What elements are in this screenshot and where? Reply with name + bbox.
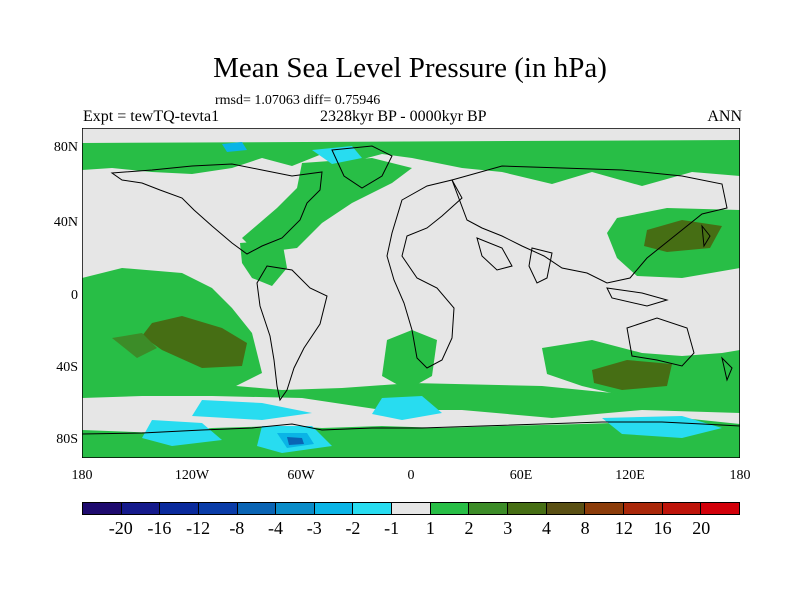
colorbar-swatch [121,503,161,514]
lat-label-0: 0 [71,288,78,303]
colorbar-label: 20 [692,518,711,538]
colorbar-swatch [83,503,122,514]
lon-label-180w: 180 [71,468,93,483]
lat-label-40n: 40N [53,215,78,230]
pressure-difference-map [82,128,740,458]
colorbar-swatch [198,503,238,514]
time-range-label: 2328kyr BP - 0000kyr BP [320,108,487,125]
lon-label-0: 0 [407,468,415,483]
colorbar-swatch [585,503,624,514]
colorbar [82,502,740,515]
rmsd-diff-stats: rmsd= 1.07063 diff= 0.75946 [215,93,381,108]
colorbar-swatch [314,503,354,514]
colorbar-label: 2 [464,518,474,538]
colorbar-label: -3 [306,518,322,538]
colorbar-swatch [701,503,739,514]
colorbar-label: -8 [229,518,245,538]
lon-label-60w: 60W [287,468,315,483]
colorbar-swatch [546,503,586,514]
colorbar-label: 1 [425,518,435,538]
lat-label-40s: 40S [56,360,78,375]
colorbar-label: 8 [580,518,590,538]
colorbar-swatch [623,503,663,514]
colorbar-swatch [237,503,277,514]
lon-label-120w: 120W [174,468,210,483]
season-label: ANN [707,108,742,125]
colorbar-label: -16 [147,518,172,538]
colorbar-label: 16 [653,518,672,538]
lon-label-180e: 180 [729,468,751,483]
colorbar-swatch [276,503,315,514]
colorbar-label: -20 [108,518,133,538]
colorbar-label: -2 [345,518,361,538]
colorbar-swatch [469,503,509,514]
colorbar-label: 4 [541,518,551,538]
colorbar-swatch [392,503,431,514]
experiment-label: Expt = tewTQ-tevta1 [83,108,220,125]
colorbar-swatch [160,503,199,514]
colorbar-swatch [662,503,702,514]
lat-label-80n: 80N [53,140,78,155]
lon-label-120e: 120E [615,468,645,483]
colorbar-swatch [430,503,470,514]
colorbar-swatch [508,503,547,514]
colorbar-label: -4 [268,518,284,538]
colorbar-label: 12 [614,518,633,538]
colorbar-label: -12 [186,518,211,538]
lon-label-60e: 60E [509,468,533,483]
colorbar-swatch [353,503,393,514]
lat-label-80s: 80S [56,432,78,447]
map-title: Mean Sea Level Pressure (in hPa) [213,52,607,84]
colorbar-label: -1 [384,518,400,538]
colorbar-label: 3 [503,518,513,538]
